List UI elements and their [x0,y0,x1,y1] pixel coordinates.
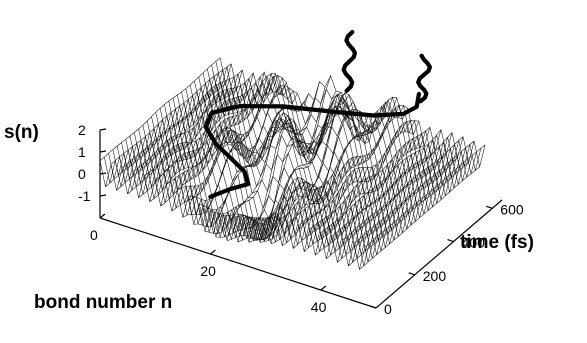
mesh-line-n [260,112,381,243]
mesh-line-n [270,112,392,244]
trajectory-tail-1 [341,29,358,93]
z-tick-label: -1 [78,188,91,204]
mesh-line-n [182,108,304,218]
mesh-line-n [337,157,458,263]
mesh-line-n [199,81,320,211]
z-tick [99,150,107,153]
z-tick [99,172,107,175]
mesh-line-n [353,140,475,244]
mesh-line-n [127,93,249,195]
z-tick-label: 1 [78,144,86,160]
mesh-line-n [215,91,337,238]
z-tick-label: 2 [78,122,86,138]
mesh-line-n [293,131,414,249]
y-tick-label: 200 [423,268,447,284]
mesh-line-n [177,85,298,191]
y-tick-label: 600 [500,201,524,217]
x-tick [320,285,327,291]
mesh-line-n [287,104,409,224]
trajectory-group [203,29,432,199]
mesh-line-n [282,116,403,246]
mesh-line-n [221,92,342,221]
z-tick [99,194,107,197]
y-tick [447,238,454,243]
mesh-line-n [304,145,425,252]
mesh-line-n [298,120,419,227]
x-tick-label: 20 [200,263,216,279]
mesh-line-t [104,157,370,266]
mesh-line-n [149,91,271,202]
z-tick [99,128,107,131]
mesh-line-n [348,162,469,267]
y-axis-label: time (fs) [460,232,534,253]
x-tick [210,249,216,255]
y-tick-label: 400 [462,235,486,251]
mesh-line-n [331,132,453,237]
mesh-line-n [359,166,480,270]
x-axis-label: bond number n [34,292,172,313]
x-axis-line [99,217,377,309]
mesh-line-n [110,63,232,165]
mesh-line-n [210,75,331,215]
mesh-line-n [326,153,447,260]
mesh-line-n [315,150,436,256]
trajectory-tail-2 [416,53,432,104]
mesh-line-n [320,129,442,234]
mesh-line-n [105,83,226,188]
mesh-line-n [232,105,353,225]
mesh-line-n [309,127,431,230]
mesh-line-n [99,57,221,162]
x-tick-label: 40 [311,299,327,315]
mesh-line-n [342,136,464,241]
mesh-line-n [116,89,237,191]
mesh-line-n [171,93,293,212]
mesh-line-n [276,97,397,221]
y-tick [369,305,377,309]
mesh-line-n [144,72,265,176]
surface-mesh [99,57,486,270]
mesh-line-n [166,75,287,185]
mesh-line-n [243,93,364,220]
mesh-line-n [132,72,254,172]
trajectory-line [203,91,421,199]
mesh-line-n [364,144,486,248]
z-axis-label: s(n) [4,122,39,143]
mesh-line-t [99,160,366,270]
mesh-line-n [121,69,243,169]
x-tick-label: 0 [90,227,98,243]
mesh-line-n [204,86,326,234]
y-tick [486,205,493,209]
mesh-line-n [226,113,348,241]
x-tick [99,213,106,219]
z-tick-label: 0 [78,166,86,182]
y-tick-label: 0 [384,301,392,317]
mesh-line-n [155,73,276,180]
y-tick [408,272,415,276]
mesh-line-n [138,93,260,199]
mesh-line-n [160,91,282,207]
mesh-line-n [254,92,375,219]
y-axis-line [375,199,503,309]
